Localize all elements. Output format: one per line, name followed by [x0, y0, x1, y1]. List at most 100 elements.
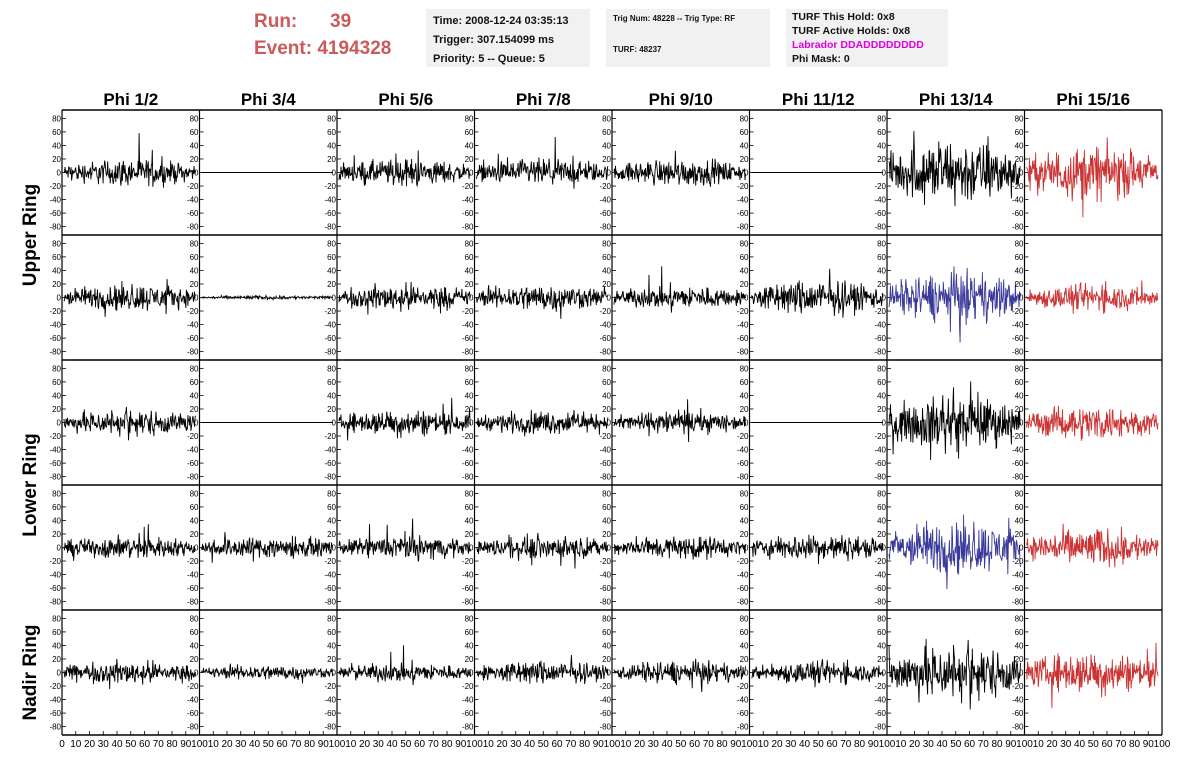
phi-mask-text: Phi Mask: 0 [792, 53, 850, 65]
x-tick-label: 70 [153, 739, 165, 750]
y-tick-label: 40 [877, 141, 886, 150]
turf-hold-text: TURF This Hold: 0x8 [792, 11, 895, 23]
waveform-trace [63, 524, 196, 561]
y-tick-label: -80 [599, 473, 611, 482]
x-tick-label: 40 [936, 739, 948, 750]
y-tick-label: 60 [327, 253, 336, 262]
y-tick-label: -40 [49, 446, 61, 455]
labrador-text: Labrador DDADDDDDDDD [792, 39, 924, 51]
y-tick-label: 40 [877, 641, 886, 650]
y-tick-label: 40 [52, 641, 61, 650]
y-tick-label: -80 [49, 598, 61, 607]
waveform-trace [613, 266, 746, 313]
y-tick-label: -60 [187, 709, 199, 718]
y-tick-label: 80 [740, 614, 749, 623]
y-tick-label: 60 [877, 253, 886, 262]
waveform-trace [1026, 137, 1159, 218]
y-tick-label: 40 [602, 141, 611, 150]
y-tick-label: 0 [332, 419, 337, 428]
y-tick-label: -40 [599, 446, 611, 455]
y-tick-label: -40 [1012, 571, 1024, 580]
y-tick-label: 20 [740, 155, 749, 164]
x-tick-label: 80 [304, 739, 316, 750]
x-tick-label: 50 [400, 739, 412, 750]
y-tick-label: -60 [874, 584, 886, 593]
x-tick-label: 40 [524, 739, 536, 750]
y-tick-label: 20 [190, 405, 199, 414]
column-title: Phi 3/4 [241, 90, 296, 109]
y-tick-label: 40 [602, 516, 611, 525]
y-tick-label: 60 [877, 378, 886, 387]
y-tick-label: -80 [187, 598, 199, 607]
y-tick-label: -60 [187, 584, 199, 593]
y-tick-label: -40 [49, 196, 61, 205]
time-text: Time: 2008-12-24 03:35:13 [433, 15, 569, 27]
y-tick-label: -20 [324, 182, 336, 191]
x-tick-label: 20 [221, 739, 233, 750]
y-tick-label: -80 [874, 473, 886, 482]
waveform-trace [888, 639, 1021, 710]
y-tick-label: 40 [190, 516, 199, 525]
y-tick-label: 80 [602, 239, 611, 248]
y-tick-label: -20 [1012, 182, 1024, 191]
y-tick-label: -80 [324, 598, 336, 607]
y-tick-label: -40 [324, 321, 336, 330]
y-tick-label: -40 [49, 571, 61, 580]
x-tick-label: 60 [276, 739, 288, 750]
y-tick-label: 20 [602, 655, 611, 664]
y-tick-label: 0 [194, 544, 199, 553]
waveform-trace [63, 279, 196, 317]
y-tick-label: 40 [740, 641, 749, 650]
waveform-trace [476, 409, 609, 437]
y-tick-label: 0 [744, 669, 749, 678]
y-tick-label: -80 [187, 723, 199, 732]
y-tick-label: 60 [740, 503, 749, 512]
y-tick-label: -80 [737, 598, 749, 607]
x-tick-label: 30 [98, 739, 110, 750]
y-tick-label: -60 [599, 209, 611, 218]
y-tick-label: 60 [740, 378, 749, 387]
y-tick-label: 80 [602, 364, 611, 373]
y-tick-label: -20 [1012, 432, 1024, 441]
trig-num-text: Trig Num: 48228 -- Trig Type: RF [613, 14, 736, 23]
y-tick-label: 20 [465, 280, 474, 289]
y-tick-label: -40 [324, 696, 336, 705]
y-tick-label: 40 [327, 141, 336, 150]
column-title: Phi 7/8 [516, 90, 571, 109]
x-tick-label: 100 [466, 739, 483, 750]
y-tick-label: 80 [465, 614, 474, 623]
y-tick-label: 60 [190, 378, 199, 387]
y-tick-label: 80 [52, 364, 61, 373]
y-tick-label: 80 [465, 364, 474, 373]
ring-title: Upper Ring [20, 184, 41, 286]
y-tick-label: -20 [187, 682, 199, 691]
trig-info-box: Trig Num: 48228 -- Trig Type: RF TURF: 4… [606, 9, 770, 67]
x-tick-label: 80 [854, 739, 866, 750]
column-title: Phi 5/6 [378, 90, 433, 109]
x-tick-label: 60 [1101, 739, 1113, 750]
x-tick-label: 90 [868, 739, 880, 750]
waveform-trace [614, 536, 746, 561]
y-tick-label: -80 [599, 348, 611, 357]
waveform-trace [338, 397, 471, 441]
y-tick-label: -20 [599, 432, 611, 441]
y-tick-label: 80 [602, 114, 611, 123]
y-tick-label: 40 [602, 641, 611, 650]
y-tick-label: 80 [877, 614, 886, 623]
x-tick-label: 10 [1033, 739, 1045, 750]
y-tick-label: 60 [740, 253, 749, 262]
y-tick-label: 60 [52, 128, 61, 137]
y-tick-label: -60 [187, 459, 199, 468]
y-tick-label: 20 [602, 530, 611, 539]
x-tick-label: 60 [689, 739, 701, 750]
column-title: Phi 1/2 [103, 90, 158, 109]
y-tick-label: 80 [740, 114, 749, 123]
y-tick-label: 20 [465, 530, 474, 539]
x-tick-label: 70 [428, 739, 440, 750]
y-tick-label: -60 [462, 709, 474, 718]
y-tick-label: 20 [465, 655, 474, 664]
y-tick-label: 0 [607, 669, 612, 678]
y-tick-label: -80 [462, 723, 474, 732]
y-tick-label: -80 [874, 348, 886, 357]
y-tick-label: -80 [49, 723, 61, 732]
